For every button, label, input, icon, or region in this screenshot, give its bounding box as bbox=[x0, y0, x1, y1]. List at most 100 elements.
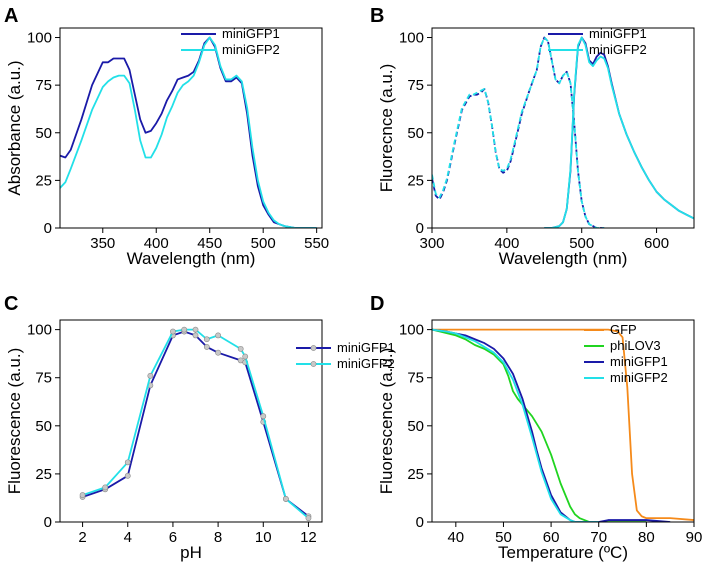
x-tick-label: 600 bbox=[644, 235, 669, 252]
data-point bbox=[305, 515, 312, 522]
x-tick-label: 2 bbox=[78, 529, 86, 546]
x-tick-label: 500 bbox=[569, 235, 594, 252]
legend-label: miniGFP1 bbox=[610, 354, 668, 369]
x-axis-title: Wavelength (nm) bbox=[499, 249, 628, 268]
data-point bbox=[203, 336, 210, 343]
data-point bbox=[215, 332, 222, 339]
y-tick-label: 25 bbox=[407, 172, 424, 189]
legend-label: phiLOV3 bbox=[610, 338, 661, 353]
legend-marker bbox=[310, 361, 317, 367]
x-tick-label: 12 bbox=[300, 529, 317, 546]
x-tick-label: 10 bbox=[255, 529, 272, 546]
data-point bbox=[124, 459, 131, 466]
panel-a: A Wavelength (nm) Absorbance (a.u.) 350 4… bbox=[4, 5, 329, 268]
panel-label: C bbox=[4, 293, 18, 315]
y-tick-label: 25 bbox=[407, 466, 424, 483]
x-tick-label: 400 bbox=[144, 235, 169, 252]
x-tick-label: 6 bbox=[169, 529, 177, 546]
x-tick-label: 4 bbox=[124, 529, 132, 546]
y-tick-label: 25 bbox=[35, 172, 52, 189]
data-point bbox=[260, 413, 267, 420]
data-point bbox=[282, 496, 289, 502]
legend-label: miniGFP2 bbox=[337, 356, 395, 371]
legend-label: miniGFP2 bbox=[222, 42, 280, 57]
y-axis-title: Absorbance (a.u.) bbox=[5, 60, 24, 195]
data-point bbox=[203, 344, 210, 350]
y-tick-label: 50 bbox=[35, 125, 52, 142]
x-axis-title: Temperature (ºC) bbox=[498, 543, 628, 562]
panel-d: D Temperature (ºC) Fluorescence (a.u.) 4… bbox=[370, 293, 702, 562]
series-line-minigfp2 bbox=[60, 36, 317, 228]
y-tick-label: 75 bbox=[35, 77, 52, 94]
x-tick-label: 300 bbox=[419, 235, 444, 252]
y-tick-label: 75 bbox=[35, 370, 52, 387]
legend-label: miniGFP2 bbox=[610, 370, 668, 385]
series-line-minigfp1-excitation bbox=[432, 36, 605, 228]
x-tick-label: 70 bbox=[590, 529, 607, 546]
x-tick-label: 40 bbox=[447, 529, 464, 546]
y-tick-label: 0 bbox=[416, 220, 424, 237]
legend-marker bbox=[310, 345, 317, 351]
x-tick-label: 50 bbox=[495, 529, 512, 546]
x-tick-label: 60 bbox=[543, 529, 560, 546]
x-tick-label: 350 bbox=[90, 235, 115, 252]
plot-frame bbox=[431, 27, 695, 229]
data-point bbox=[170, 328, 176, 335]
series-line-minigfp2 bbox=[432, 328, 599, 522]
plot-frame bbox=[59, 27, 323, 229]
y-tick-label: 75 bbox=[407, 77, 424, 94]
series-line-minigfp2-excitation bbox=[432, 36, 605, 228]
data-point bbox=[147, 372, 154, 379]
y-tick-label: 100 bbox=[27, 322, 52, 339]
data-point bbox=[215, 349, 222, 356]
y-tick-label: 0 bbox=[44, 514, 52, 531]
x-tick-label: 400 bbox=[494, 235, 519, 252]
x-axis-title: Wavelength (nm) bbox=[127, 249, 256, 268]
y-axis-title: Fluorecnce (a.u.) bbox=[377, 64, 396, 193]
x-tick-label: 450 bbox=[197, 235, 222, 252]
y-tick-label: 0 bbox=[44, 220, 52, 237]
legend-label: GFP bbox=[610, 322, 637, 337]
data-point bbox=[124, 472, 131, 479]
y-tick-label: 50 bbox=[407, 125, 424, 142]
x-tick-label: 80 bbox=[638, 529, 655, 546]
data-point bbox=[192, 332, 199, 339]
y-tick-label: 0 bbox=[416, 514, 424, 531]
legend-label: miniGFP1 bbox=[222, 26, 280, 41]
panel-c: C pH Fluorescence (a.u.) 2 4 6 8 10 12 0 25 50 75… bbox=[4, 293, 395, 562]
y-tick-label: 75 bbox=[407, 370, 424, 387]
data-point bbox=[181, 326, 188, 333]
series-line-gfp bbox=[432, 328, 694, 521]
x-tick-label: 500 bbox=[251, 235, 276, 252]
panel-label: B bbox=[370, 5, 384, 27]
legend-label: miniGFP2 bbox=[589, 42, 647, 57]
panel-label: A bbox=[4, 5, 18, 27]
data-point bbox=[237, 345, 244, 352]
x-tick-label: 8 bbox=[214, 529, 222, 546]
panel-b: B Wavelength (nm) Fluorecnce (a.u.) 300 4… bbox=[370, 5, 695, 268]
panel-label: D bbox=[370, 293, 384, 315]
series-line-minigfp1 bbox=[60, 36, 317, 228]
data-point bbox=[102, 484, 109, 491]
series-line-minigfp1 bbox=[82, 330, 309, 517]
data-point bbox=[242, 353, 249, 360]
y-axis-title: Fluorescence (a.u.) bbox=[377, 348, 396, 494]
y-axis-title: Fluorescence (a.u.) bbox=[5, 348, 24, 494]
legend-label: miniGFP1 bbox=[589, 26, 647, 41]
x-tick-label: 550 bbox=[304, 235, 329, 252]
plot-frame bbox=[59, 319, 323, 523]
data-point bbox=[192, 326, 199, 333]
series-line-philov3 bbox=[432, 328, 647, 522]
legend-label: miniGFP1 bbox=[337, 340, 395, 355]
series-line-minigfp2-emission bbox=[544, 36, 694, 228]
x-axis-title: pH bbox=[180, 543, 202, 562]
y-tick-label: 50 bbox=[407, 418, 424, 435]
y-tick-label: 100 bbox=[399, 322, 424, 339]
data-point bbox=[79, 492, 86, 498]
y-tick-label: 50 bbox=[35, 418, 52, 435]
y-tick-label: 100 bbox=[27, 30, 52, 47]
y-tick-label: 25 bbox=[35, 466, 52, 483]
plot-frame bbox=[431, 319, 695, 523]
y-tick-label: 100 bbox=[399, 30, 424, 47]
